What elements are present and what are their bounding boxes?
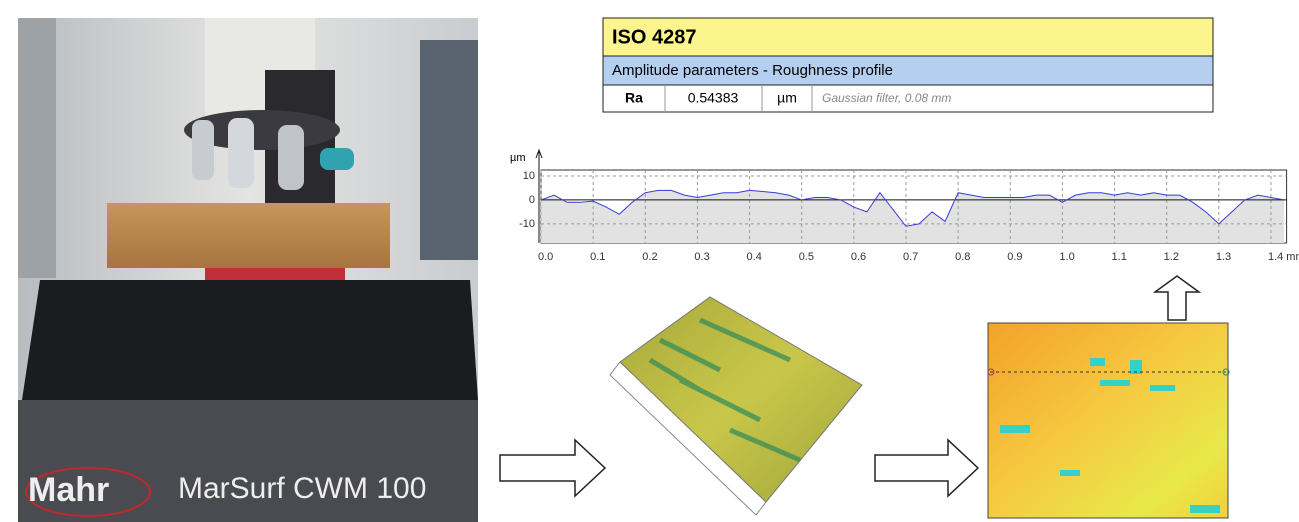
arrow — [875, 440, 978, 496]
x-tick-label: 0.9 — [1007, 251, 1022, 263]
x-tick-label: 1.2 — [1164, 251, 1179, 263]
x-tick-label: 1.4 mm — [1268, 251, 1299, 263]
table-section: Amplitude parameters - Roughness profile — [612, 62, 893, 79]
objective — [228, 118, 254, 188]
canvas: Mahr MarSurf CWM 100 ISO 4287 Amplitude … — [0, 0, 1299, 522]
x-tick-label: 0.5 — [799, 251, 814, 263]
param: Ra — [625, 90, 643, 106]
x-tick-label: 0.7 — [903, 251, 918, 263]
x-tick-label: 0.2 — [642, 251, 657, 263]
stage-plate — [205, 268, 345, 282]
y-tick-label: 10 — [523, 170, 535, 182]
arrow — [500, 440, 605, 496]
stage — [22, 280, 478, 400]
wood-sample — [107, 203, 390, 268]
map — [988, 323, 1228, 518]
table-title: ISO 4287 — [612, 26, 697, 48]
x-tick-label: 1.0 — [1059, 251, 1074, 263]
x-tick-label: 0.6 — [851, 251, 866, 263]
objective — [192, 120, 214, 180]
surface-3d — [610, 297, 862, 515]
brand: Mahr — [28, 471, 109, 509]
objective — [320, 148, 354, 170]
y-tick-label: -10 — [519, 218, 535, 230]
figure: Mahr MarSurf CWM 100 ISO 4287 Amplitude … — [0, 0, 1299, 522]
table: ISO 4287 Amplitude parameters - Roughnes… — [603, 18, 1213, 112]
objective — [278, 125, 304, 190]
x-tick-label: 0.1 — [590, 251, 605, 263]
poster — [420, 40, 478, 260]
photo: Mahr MarSurf CWM 100 — [18, 18, 478, 522]
y-tick-label: 0 — [529, 194, 535, 206]
height-map — [988, 323, 1229, 518]
y-axis-label: µm — [510, 152, 526, 164]
param-note: Gaussian filter, 0.08 mm — [822, 91, 951, 105]
x-tick-label: 1.1 — [1112, 251, 1127, 263]
profile-chart: µm 0.0 0.1 0.2 0.3 0.4 0.5 0.6 0.7 0.8 0.9 1.0 1.1 1… — [510, 150, 1299, 263]
x-tick-label: 0.0 — [538, 251, 553, 263]
x-tick-label: 1.3 — [1216, 251, 1231, 263]
x-tick-label: 0.3 — [694, 251, 709, 263]
x-tick-label: 0.4 — [747, 251, 762, 263]
param-unit: µm — [777, 90, 797, 106]
model: MarSurf CWM 100 — [178, 472, 426, 505]
arrow — [1155, 276, 1199, 320]
surface — [620, 297, 862, 502]
x-tick-label: 0.8 — [955, 251, 970, 263]
rods — [18, 18, 56, 278]
param-value: 0.54383 — [688, 90, 739, 106]
